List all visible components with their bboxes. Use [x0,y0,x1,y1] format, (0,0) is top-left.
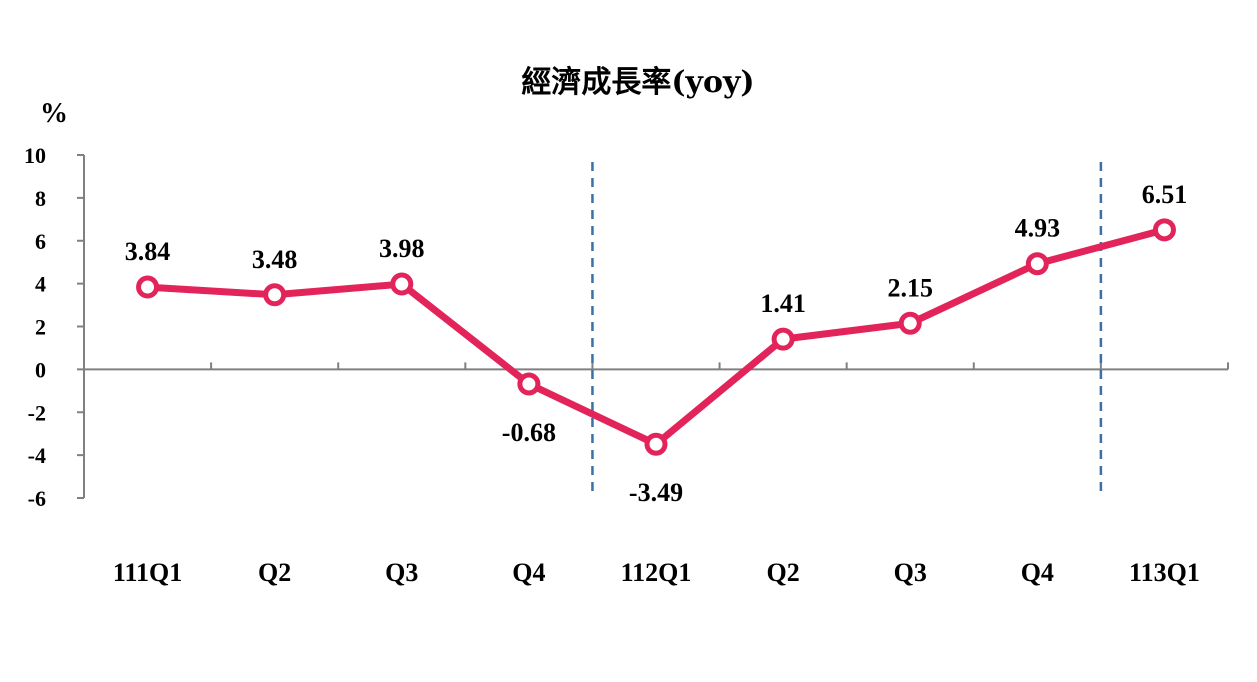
y-tick-label: -6 [28,486,46,511]
data-label: 1.41 [760,289,806,318]
data-point-marker [644,432,668,456]
x-tick-label: 112Q1 [621,558,692,587]
data-point-marker [1152,218,1176,242]
y-tick-label: 0 [35,357,46,382]
y-axis-unit-label: % [40,98,68,129]
data-label: 6.51 [1142,180,1188,209]
data-label: 2.15 [887,273,933,302]
data-point-marker [771,327,795,351]
y-tick-label: 6 [35,229,46,254]
y-tick-label: -2 [28,400,46,425]
plot-area: 10 8 6 4 2 0 -2 -4 -6 111Q1 Q2 Q3 Q4 112Q1 Q2 Q3 Q4 113Q1… [24,143,1229,587]
data-point-marker [263,283,287,307]
x-tick-label: Q2 [258,558,291,587]
y-tick-label: 4 [35,272,46,297]
series-line [144,226,1168,448]
data-label: 4.93 [1015,214,1061,243]
data-label: 3.48 [252,245,298,274]
x-tick-label: 111Q1 [113,558,182,587]
data-point-marker [517,372,541,396]
y-tick-label: 2 [35,315,46,340]
data-point-marker [1025,252,1049,276]
data-label: 3.98 [379,234,425,263]
x-tick-label: 113Q1 [1129,558,1200,587]
data-label: -3.49 [629,478,683,507]
data-point-marker [136,275,160,299]
x-tick-label: Q3 [894,558,927,587]
x-tick-label: Q4 [1021,558,1054,587]
data-point-marker [390,272,414,296]
chart-title: 經濟成長率(yoy) [521,65,754,100]
x-tick-label: Q4 [512,558,545,587]
data-point-marker [898,311,922,335]
data-label: 3.84 [125,237,171,266]
y-tick-label: -4 [28,443,46,468]
x-tick-label: Q3 [385,558,418,587]
data-label: -0.68 [502,418,556,447]
y-tick-label: 8 [35,186,46,211]
x-tick-label: Q2 [766,558,799,587]
y-tick-label: 10 [24,143,46,168]
